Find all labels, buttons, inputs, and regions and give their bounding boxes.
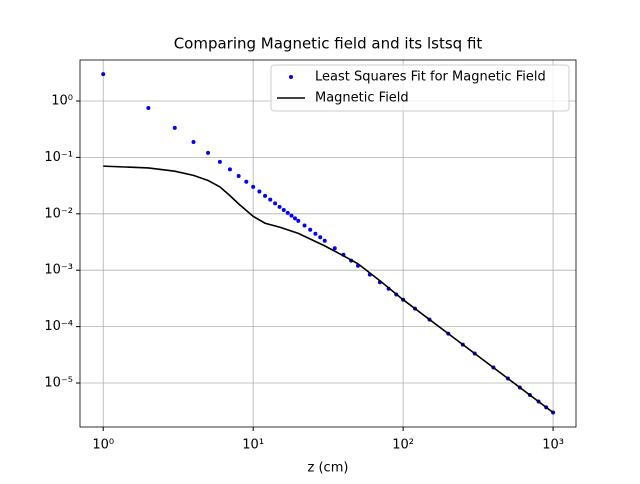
data-point <box>172 125 177 130</box>
data-point <box>322 238 327 243</box>
data-point <box>146 106 151 111</box>
data-point <box>227 167 232 172</box>
y-tick-label: 10⁻⁵ <box>44 376 73 391</box>
x-tick-label: 10⁰ <box>92 438 114 453</box>
legend-box <box>270 64 570 112</box>
data-point <box>285 210 290 215</box>
y-tick-label: 10⁰ <box>51 93 73 108</box>
data-point <box>263 193 268 198</box>
data-point <box>296 218 301 223</box>
chart-title: Comparing Magnetic field and its lstsq f… <box>174 35 483 53</box>
data-point <box>302 223 307 228</box>
data-line <box>103 165 554 414</box>
y-tick-label: 10⁻² <box>44 206 73 221</box>
data-point <box>308 227 313 232</box>
x-tick-label: 10¹ <box>242 438 264 453</box>
data-point <box>277 204 282 209</box>
data-point <box>332 246 337 251</box>
data-point <box>268 197 273 202</box>
data-point <box>292 216 297 221</box>
x-tick-label: 10³ <box>542 438 564 453</box>
data-point <box>313 231 318 236</box>
data-point <box>206 150 211 155</box>
legend-label: Magnetic Field <box>315 91 409 106</box>
data-point <box>257 189 262 194</box>
plot-frame <box>79 59 577 428</box>
legend-label: Least Squares Fit for Magnetic Field <box>315 70 546 85</box>
data-point <box>251 184 256 189</box>
x-tick-label: 10² <box>392 438 414 453</box>
data-point <box>191 139 196 144</box>
data-point <box>236 173 241 178</box>
x-axis-label: z (cm) <box>308 461 349 476</box>
y-tick-label: 10⁻⁴ <box>44 319 73 334</box>
data-point <box>101 72 106 77</box>
data-point <box>273 201 278 206</box>
y-tick-label: 10⁻¹ <box>44 150 73 165</box>
data-point <box>281 207 286 212</box>
y-tick-label: 10⁻³ <box>44 263 73 278</box>
data-point <box>217 159 222 164</box>
legend-marker <box>289 75 293 79</box>
data-point <box>318 235 323 240</box>
data-point <box>244 179 249 184</box>
data-point <box>289 213 294 218</box>
